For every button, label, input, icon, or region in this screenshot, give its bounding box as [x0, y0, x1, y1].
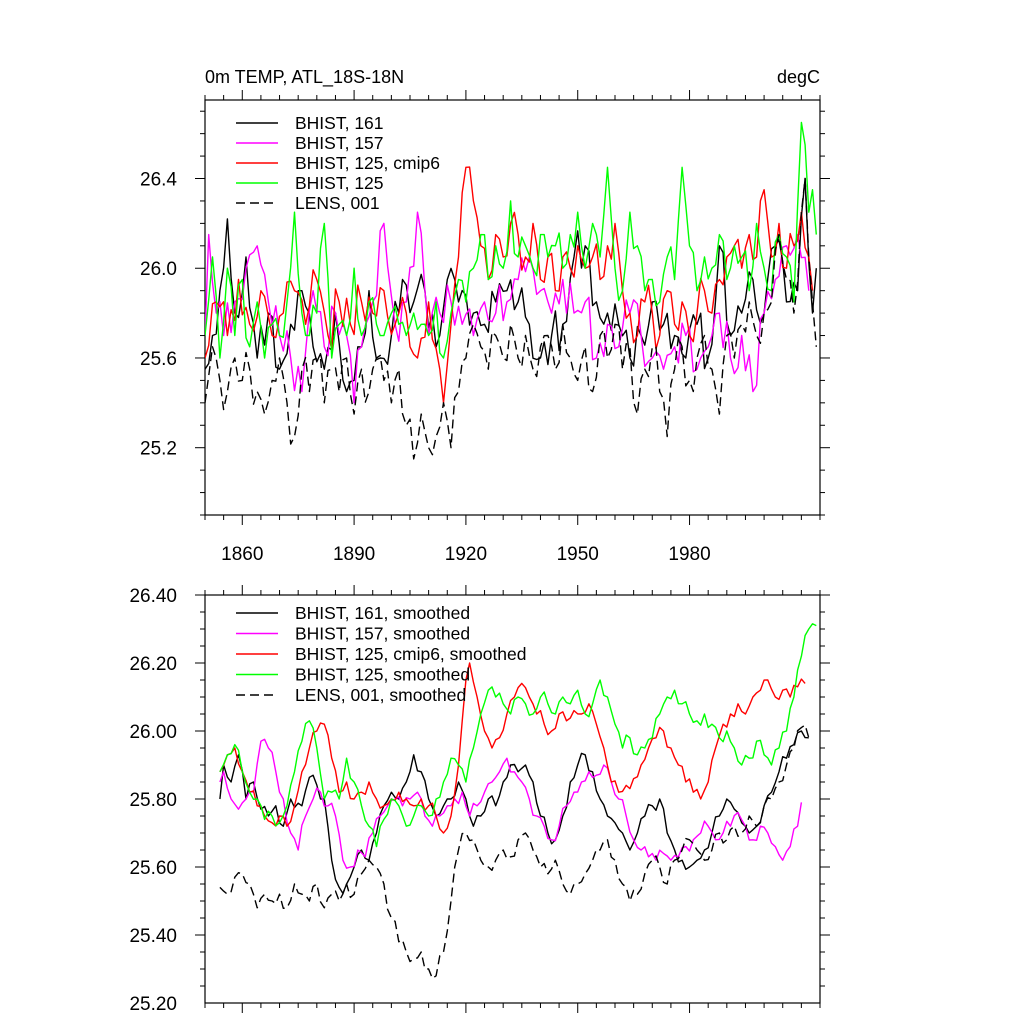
series-line — [205, 177, 817, 460]
x-tick-label: 1980 — [668, 544, 710, 565]
legend-label: BHIST, 125 — [295, 173, 384, 193]
legend-label: BHIST, 125, smoothed — [295, 665, 470, 685]
y-tick-label: 26.20 — [129, 654, 177, 675]
series-line — [219, 662, 806, 834]
y-tick-label: 25.40 — [129, 926, 177, 947]
x-tick-label: 1950 — [557, 544, 599, 565]
x-tick-label: 1860 — [221, 544, 263, 565]
series-line — [219, 738, 803, 869]
y-tick-label: 26.4 — [140, 170, 177, 191]
legend-label: BHIST, 125, cmip6, smoothed — [295, 644, 527, 664]
series-line — [219, 623, 817, 848]
y-tick-label: 26.40 — [129, 586, 177, 607]
series-group — [205, 121, 817, 460]
legend-label: LENS, 001, smoothed — [295, 685, 466, 705]
y-tick-label: 25.2 — [140, 439, 177, 460]
series-line — [205, 211, 810, 404]
legend-label: LENS, 001 — [295, 193, 380, 213]
y-tick-label: 25.80 — [129, 790, 177, 811]
y-tick-label: 26.00 — [129, 722, 177, 743]
series-line — [205, 177, 817, 393]
plot-frame — [204, 99, 821, 516]
legend-label: BHIST, 161 — [295, 113, 384, 133]
series-line — [205, 121, 817, 359]
series-line — [205, 166, 814, 404]
x-tick-label: 1890 — [333, 544, 375, 565]
chart-units: degC — [777, 67, 820, 87]
x-tick-label: 1920 — [445, 544, 487, 565]
legend-label: BHIST, 157 — [295, 133, 384, 153]
top-panel: 1860 1890 1920 1950 1980 25.2 25.6 26.0 26.4 0m T… — [140, 67, 830, 565]
series-group — [219, 623, 817, 980]
y-tick-label: 25.6 — [140, 349, 177, 370]
legend-label: BHIST, 125, cmip6 — [295, 153, 440, 173]
y-tick-label: 25.20 — [129, 994, 177, 1015]
legend-label: BHIST, 157, smoothed — [295, 624, 470, 644]
chart-title: 0m TEMP, ATL_18S-18N — [205, 67, 404, 88]
y-tick-label: 25.60 — [129, 858, 177, 879]
series-line — [219, 724, 810, 980]
legend-label: BHIST, 161, smoothed — [295, 603, 470, 623]
bottom-panel: 25.20 25.40 25.60 25.80 26.00 26.20 26.40 BHIST… — [129, 585, 830, 1015]
y-tick-label: 26.0 — [140, 259, 177, 280]
